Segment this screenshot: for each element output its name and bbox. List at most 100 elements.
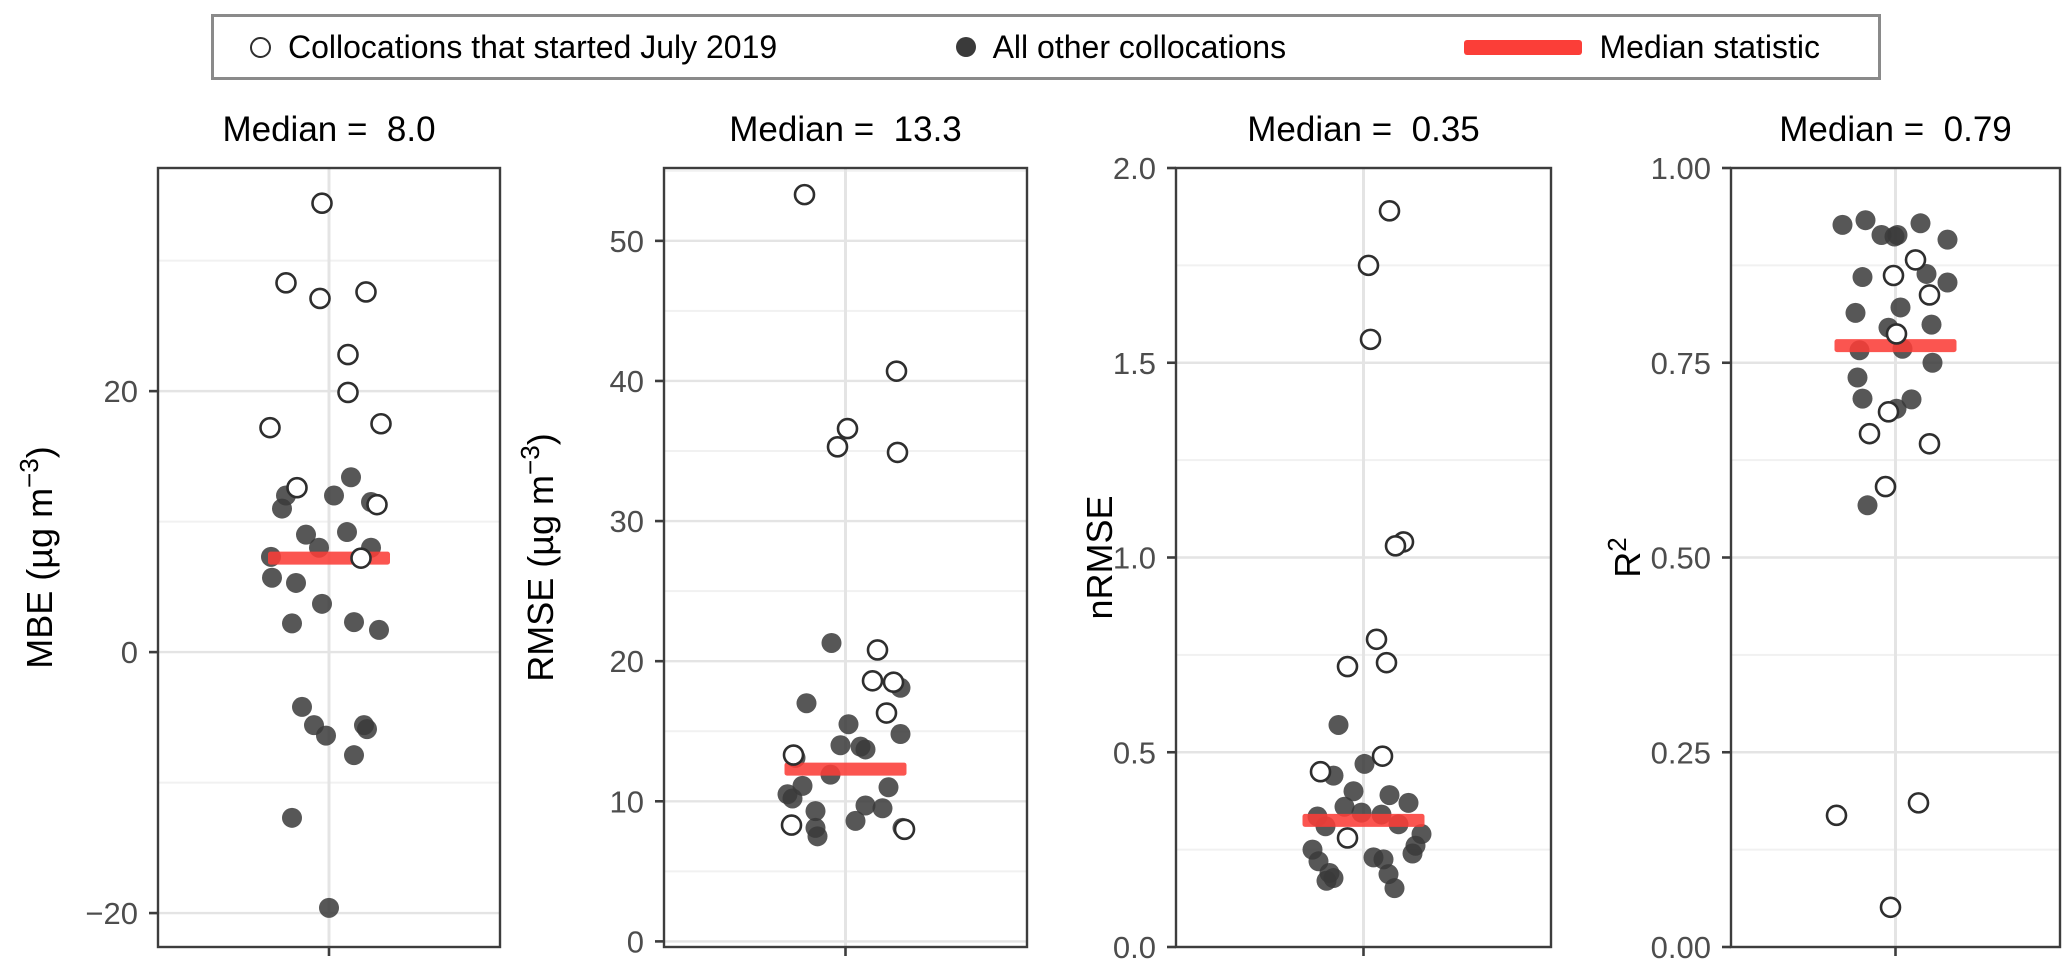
data-point-open: [893, 818, 916, 841]
data-point-open: [1918, 432, 1941, 455]
data-point-open: [275, 272, 297, 294]
legend-label-other: All other collocations: [992, 28, 1287, 65]
data-point-filled: [1832, 214, 1853, 235]
data-point-open: [1825, 804, 1848, 827]
data-point-filled: [1910, 213, 1931, 234]
panel-title: Median = 0.35: [1247, 110, 1480, 149]
data-point-open: [1336, 827, 1359, 849]
data-point-filled: [1845, 302, 1866, 323]
y-tick-label: 40: [610, 364, 644, 399]
data-point-filled: [292, 696, 312, 717]
data-point-filled: [878, 777, 899, 798]
y-tick-label: 0.50: [1651, 541, 1711, 576]
data-point-open: [370, 412, 392, 435]
data-point-open: [882, 671, 905, 693]
data-point-open: [1357, 254, 1380, 277]
data-point-open: [337, 381, 359, 404]
y-axis-label: nRMSE: [1079, 495, 1120, 619]
data-point-filled: [782, 788, 803, 809]
data-point-filled: [312, 593, 332, 614]
y-axis-label: R2: [1602, 537, 1648, 577]
data-point-filled: [1847, 367, 1868, 388]
data-point-filled: [1398, 792, 1419, 813]
data-point-open: [793, 183, 816, 206]
data-point-open: [886, 441, 909, 464]
data-point-open: [885, 360, 908, 382]
data-point-filled: [890, 724, 911, 745]
data-point-open: [836, 417, 859, 440]
data-point-open: [1384, 535, 1407, 557]
median-bar: [1834, 339, 1957, 353]
legend-label-median: Median statistic: [1599, 28, 1820, 65]
data-point-open: [1336, 655, 1359, 678]
data-point-filled: [1852, 267, 1873, 288]
data-point-filled: [357, 719, 377, 740]
data-point-open: [1375, 651, 1398, 674]
data-point-filled: [1890, 297, 1911, 318]
data-point-filled: [272, 498, 292, 519]
data-point-open: [866, 639, 889, 661]
legend-item-median: Median statistic: [1464, 29, 1820, 66]
data-point-filled: [830, 735, 851, 756]
data-point-filled: [337, 522, 357, 543]
y-axis-label: MBE (µg m−3): [14, 446, 60, 668]
median-line-icon: [1464, 39, 1583, 55]
data-point-open: [259, 416, 281, 439]
data-point-open: [782, 744, 805, 766]
data-point-open: [1882, 264, 1905, 287]
median-bar: [1302, 813, 1425, 827]
data-point-filled: [796, 693, 817, 714]
data-point-open: [1378, 200, 1401, 222]
data-point-filled: [344, 745, 364, 766]
y-tick-label: 1.5: [1113, 346, 1156, 381]
panel-title: Median = 8.0: [222, 110, 435, 149]
data-point-filled: [1402, 843, 1423, 864]
y-tick-label: 1.0: [1113, 541, 1156, 576]
legend-item-other: All other collocations: [955, 28, 1287, 66]
panel-nrmse: 0.0 0.5 1.0 1.5 2.0 Median = 0.35 nRMSE: [1079, 110, 1553, 965]
data-point-open: [826, 436, 849, 458]
data-point-open: [366, 493, 388, 516]
y-tick-label: 20: [610, 644, 644, 679]
data-point-filled: [344, 612, 364, 633]
y-tick-label: 10: [610, 784, 644, 819]
data-point-open: [1885, 323, 1908, 345]
data-point-filled: [262, 567, 282, 588]
data-point-open: [1365, 628, 1388, 651]
data-point-filled: [1343, 781, 1364, 802]
y-tick-label: 0.5: [1113, 735, 1156, 770]
legend-label-july2019: Collocations that started July 2019: [288, 28, 778, 65]
data-point-open: [286, 476, 308, 499]
data-point-filled: [324, 485, 344, 506]
panel-title: Median = 13.3: [729, 110, 962, 149]
legend-item-july2019: Collocations that started July 2019: [250, 29, 777, 66]
data-point-filled: [1384, 878, 1405, 899]
data-point-open: [780, 814, 803, 836]
data-point-filled: [1316, 870, 1337, 891]
data-point-filled: [341, 467, 361, 488]
data-point-open: [1371, 745, 1394, 767]
data-point-filled: [1937, 229, 1958, 250]
data-point-filled: [838, 714, 859, 735]
panel-r2: 0.00 0.25 0.50 0.75 1.00 Median = 0.79 R2: [1602, 110, 2062, 965]
data-point-open: [1309, 760, 1332, 783]
data-point-open: [861, 669, 884, 692]
y-tick-label: 50: [610, 224, 644, 259]
panel-rmse: 0 10 20 30 40 50 Median = 13.3 RMSE (µg m−3): [515, 110, 1029, 959]
y-tick-label: 0: [627, 924, 644, 959]
data-point-filled: [805, 801, 826, 822]
filled-circle-icon: [955, 37, 976, 57]
data-point-filled: [845, 810, 866, 831]
data-point-open: [309, 287, 331, 310]
data-point-filled: [316, 725, 336, 746]
data-point-filled: [872, 798, 893, 819]
median-bar: [784, 762, 907, 776]
data-point-open: [1359, 328, 1382, 351]
y-axis-label: RMSE (µg m−3): [515, 433, 561, 681]
data-point-open: [311, 192, 333, 215]
data-point-filled: [1922, 352, 1943, 373]
y-tick-label: 0.0: [1113, 930, 1156, 965]
panel-title: Median = 0.79: [1779, 110, 2012, 149]
data-point-filled: [1857, 495, 1878, 516]
